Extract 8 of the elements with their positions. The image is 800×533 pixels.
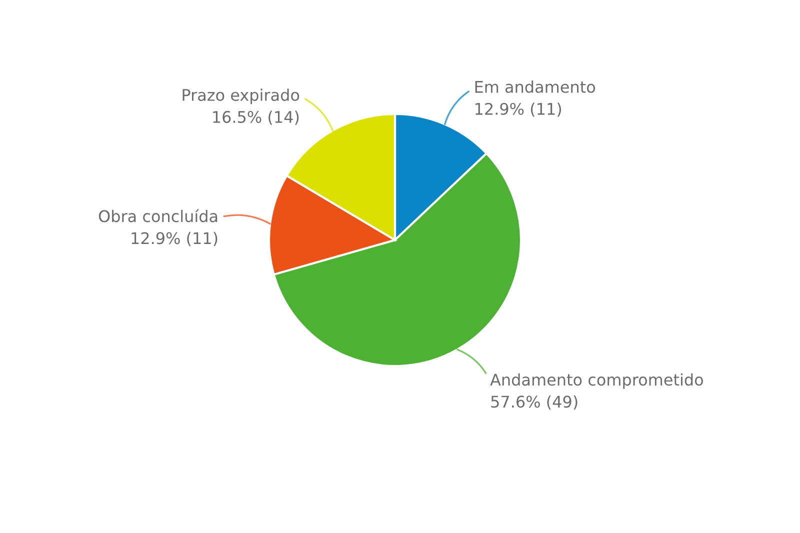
slice-label: Em andamento <box>475 80 596 93</box>
data-label: 12.9% (11) <box>132 232 218 246</box>
slice-label: Prazo expirado <box>182 88 300 104</box>
data-label: 57.6% (49) <box>491 395 578 410</box>
data-label: 12.9% (11) <box>476 102 562 117</box>
data-label: 16.5% (14) <box>213 110 299 125</box>
slice-label: Obra concluída <box>98 209 218 222</box>
slice-label: Andamento comprometido <box>490 373 703 389</box>
